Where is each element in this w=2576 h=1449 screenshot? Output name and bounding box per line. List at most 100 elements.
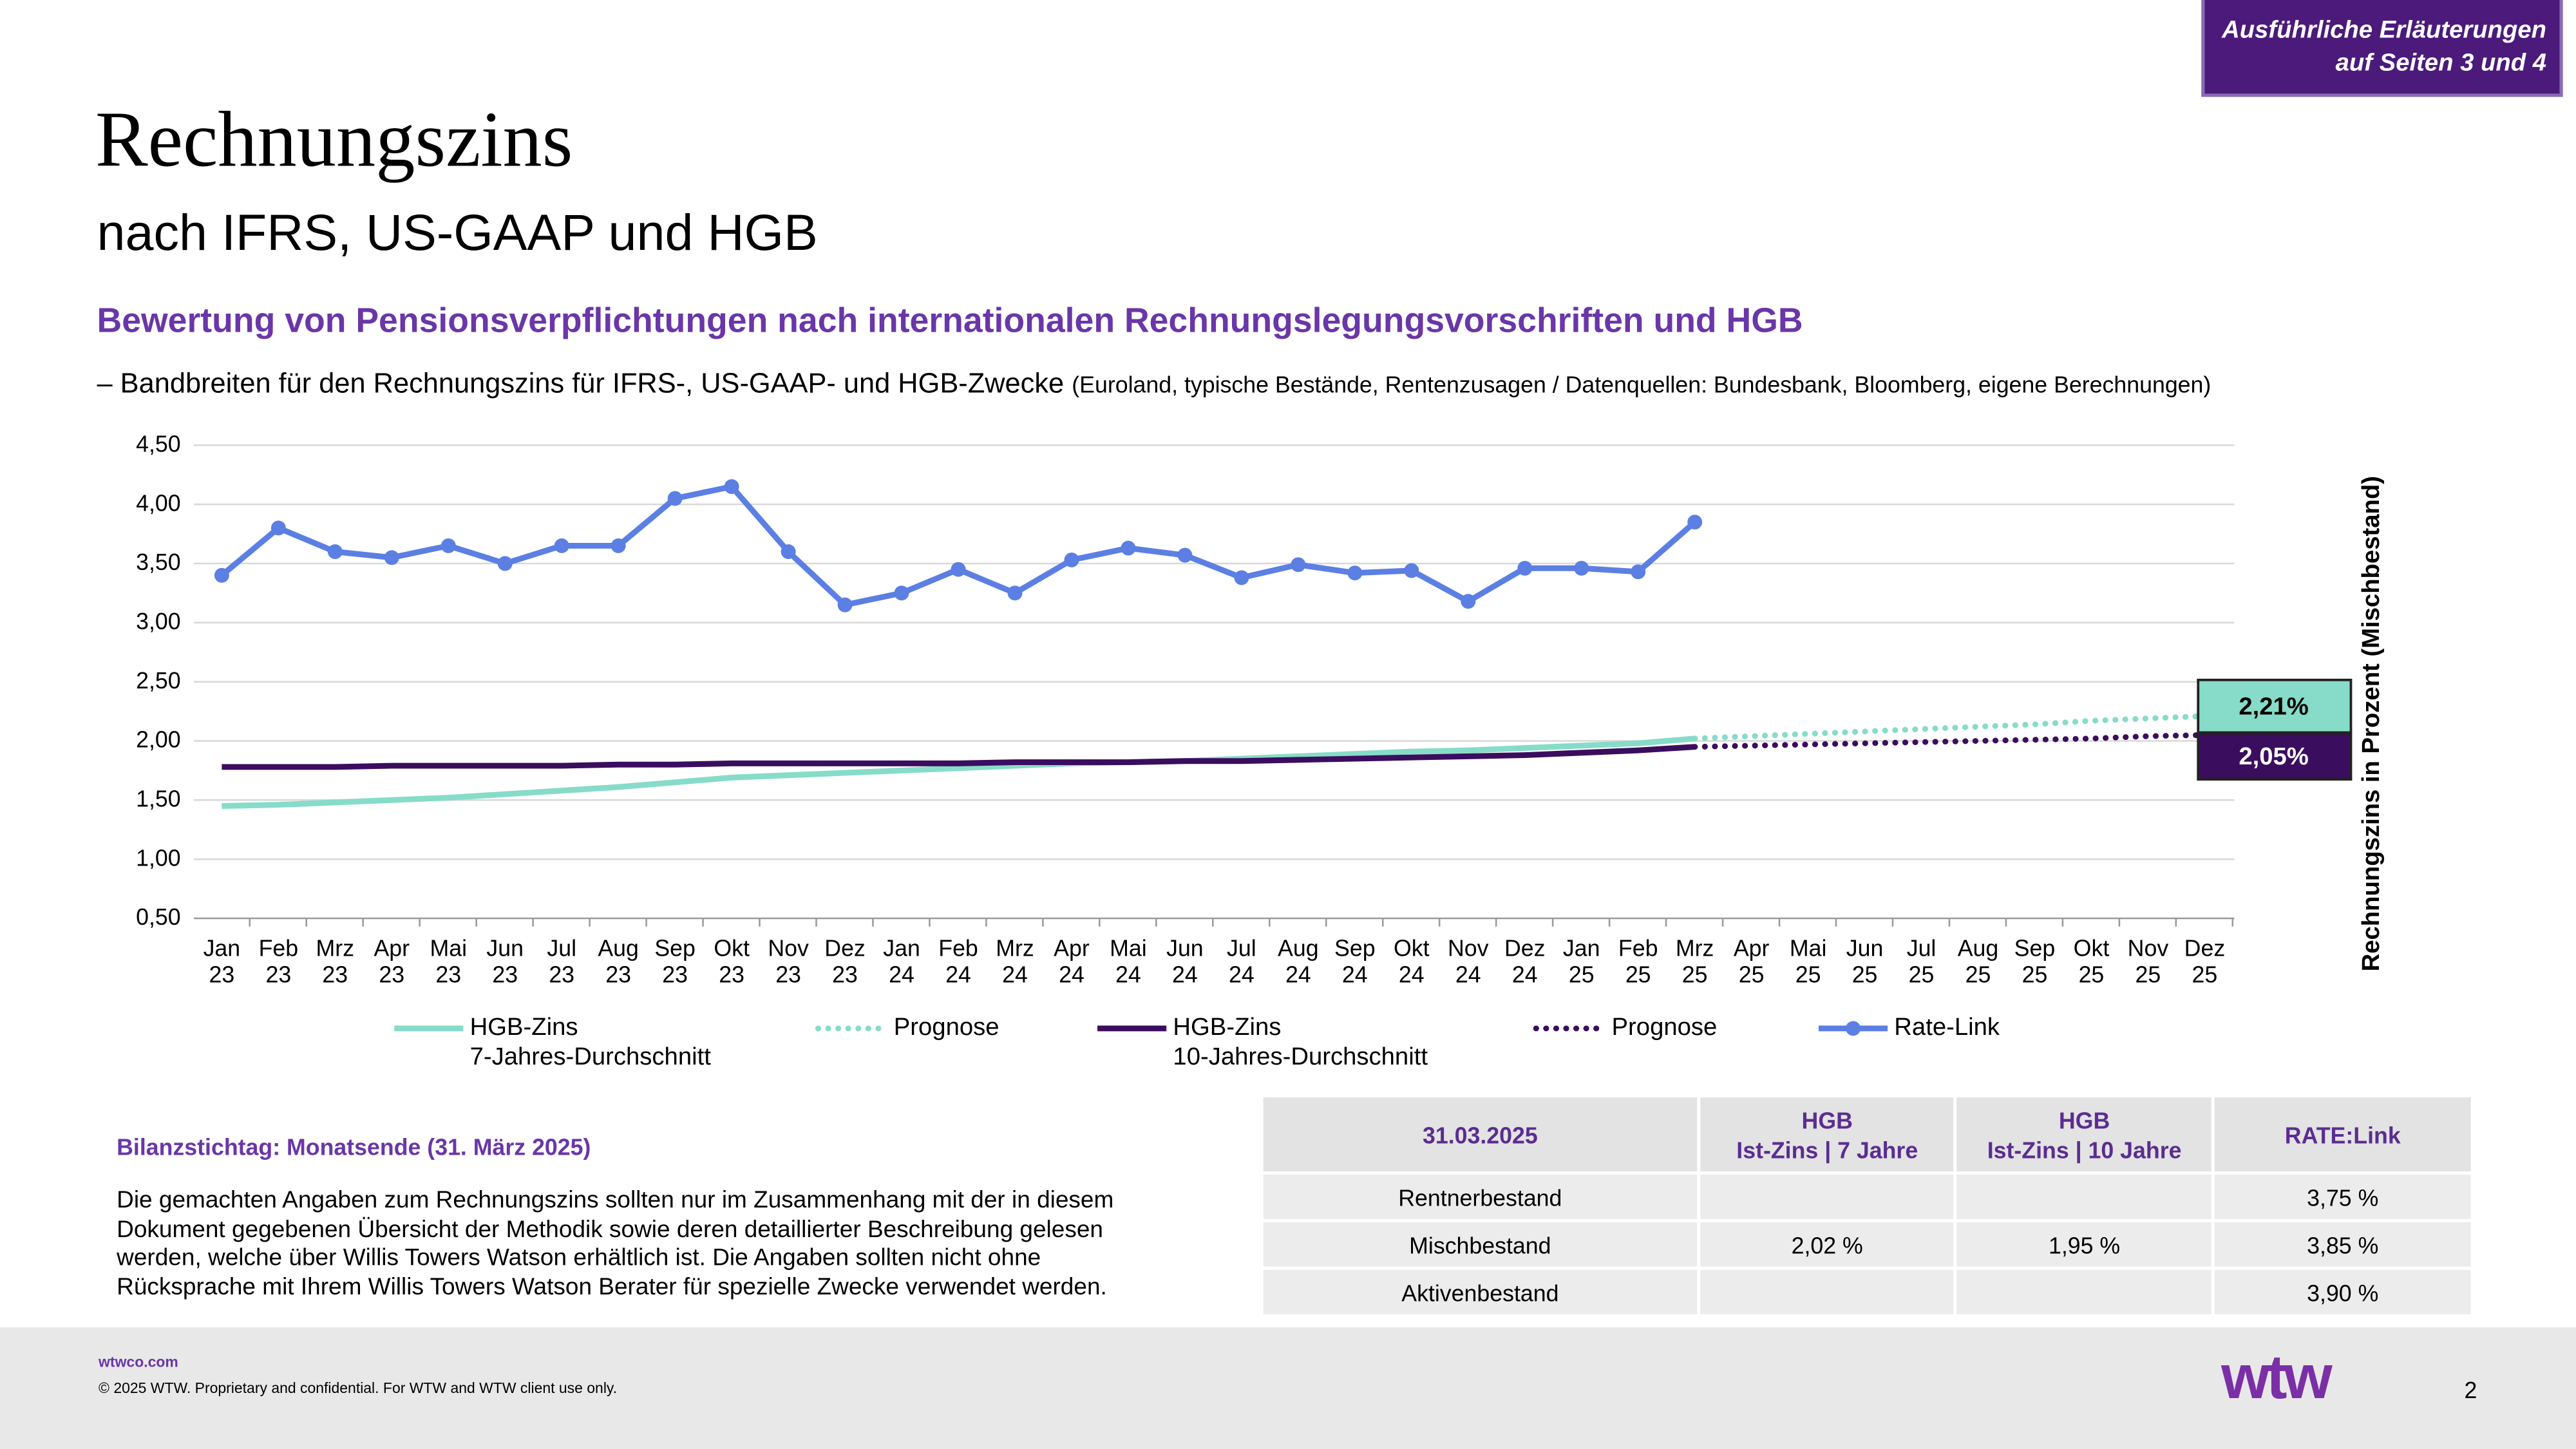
heading: Bewertung von Pensionsverpflichtungen na… xyxy=(97,302,1803,341)
table-cell: 2,02 % xyxy=(1700,1222,1955,1267)
series-marker xyxy=(1234,570,1249,585)
table-cell xyxy=(1700,1174,1955,1219)
y-tick-label: 0,50 xyxy=(136,904,181,930)
badge: Ausführliche Erläuterungen auf Seiten 3 … xyxy=(2201,0,2563,97)
footer-copyright: © 2025 WTW. Proprietary and confidential… xyxy=(99,1379,618,1397)
x-tick-label: Nov 25 xyxy=(2127,934,2169,988)
table-cell xyxy=(1700,1269,1955,1314)
legend-label: HGB-Zins 7-Jahres-Durchschnitt xyxy=(469,1013,711,1072)
x-tick-label: Aug 25 xyxy=(1957,934,1999,988)
x-tick-label: Feb 24 xyxy=(938,934,978,988)
x-tick-label: Jun 23 xyxy=(486,934,524,988)
series-line xyxy=(222,744,1695,770)
y-axis-label: Rechnungszins in Prozent (Mischbestand) xyxy=(2357,476,2385,971)
x-tick-label: Okt 24 xyxy=(1394,934,1430,988)
legend-label: Prognose xyxy=(893,1013,999,1042)
series-marker xyxy=(1291,557,1306,573)
x-tick-label: Aug 24 xyxy=(1278,934,1319,988)
footer: wtwco.com © 2025 WTW. Proprietary and co… xyxy=(0,1327,2576,1449)
x-tick-label: Jan 23 xyxy=(203,934,241,988)
legend-marker xyxy=(1846,1021,1861,1036)
y-tick-label: 2,00 xyxy=(136,726,181,753)
logo: wtw xyxy=(2221,1343,2333,1413)
series-marker xyxy=(1517,560,1533,576)
series-line xyxy=(222,735,1696,809)
x-tick-label: Okt 23 xyxy=(714,934,750,988)
series-marker xyxy=(497,556,513,571)
table-row: Mischbestand 2,02 % 1,95 % 3,85 % xyxy=(1263,1222,2471,1267)
x-tick-label: Mai 24 xyxy=(1110,934,1147,988)
value-label: 2,05% xyxy=(2239,743,2308,770)
y-tick-label: 4,00 xyxy=(136,489,181,516)
table-header-cell: HGB Ist-Zins | 10 Jahre xyxy=(1957,1097,2211,1171)
x-tick-label: Apr 25 xyxy=(1733,934,1770,988)
series-marker xyxy=(1347,565,1363,581)
x-tick-label: Dez 24 xyxy=(1504,934,1546,988)
table-cell: 1,95 % xyxy=(1957,1222,2211,1267)
legend-label: Rate-Link xyxy=(1894,1013,2000,1042)
x-tick-label: Okt 25 xyxy=(2073,934,2110,988)
series-marker xyxy=(1121,540,1136,556)
table-cell: 3,75 % xyxy=(2214,1174,2471,1219)
series-marker xyxy=(1687,515,1703,530)
x-tick-label: Mai 23 xyxy=(430,934,468,988)
series-marker xyxy=(1631,564,1646,580)
series-marker xyxy=(1404,563,1419,578)
series-marker xyxy=(1064,553,1079,567)
footer-site: wtwco.com xyxy=(99,1354,178,1370)
series-marker xyxy=(781,544,796,560)
y-tick-label: 1,50 xyxy=(136,785,181,812)
x-tick-label: Mrz 23 xyxy=(316,934,355,988)
series-marker xyxy=(270,520,286,536)
series-marker xyxy=(384,550,399,565)
series-marker xyxy=(440,538,456,553)
description-main: – Bandbreiten für den Rechnungszins für … xyxy=(97,368,1065,399)
legend-label: HGB-Zins 10-Jahres-Durchschnitt xyxy=(1173,1013,1428,1072)
x-tick-label: Apr 23 xyxy=(374,934,410,988)
x-tick-label: Jan 25 xyxy=(1562,934,1600,988)
table-cell: 3,90 % xyxy=(2214,1269,2471,1314)
x-tick-label: Jun 25 xyxy=(1846,934,1884,988)
y-tick-label: 2,50 xyxy=(136,667,181,694)
x-tick-label: Feb 23 xyxy=(258,934,299,988)
x-tick-label: Nov 23 xyxy=(768,934,809,988)
table-cell xyxy=(1957,1174,2211,1219)
y-tick-label: 3,00 xyxy=(136,607,181,634)
series-marker xyxy=(1574,560,1589,576)
x-tick-label: Mai 25 xyxy=(1789,934,1827,988)
x-tick-label: Feb 25 xyxy=(1618,934,1658,988)
x-tick-label: Mrz 25 xyxy=(1675,934,1714,988)
table-cell xyxy=(1957,1269,2211,1314)
table-header-cell: 31.03.2025 xyxy=(1263,1097,1698,1171)
x-tick-label: Jun 24 xyxy=(1166,934,1204,988)
series-marker xyxy=(554,538,569,553)
legend-label: Prognose xyxy=(1611,1013,1718,1042)
x-tick-label: Jul 24 xyxy=(1227,934,1256,988)
table-cell: Aktivenbestand xyxy=(1263,1269,1698,1314)
y-tick-label: 3,50 xyxy=(136,549,181,575)
series-marker xyxy=(951,562,966,577)
table-cell: Rentnerbestand xyxy=(1263,1174,1698,1219)
x-tick-label: Sep 24 xyxy=(1334,934,1376,988)
table-row: Rentnerbestand 3,75 % xyxy=(1263,1174,2471,1219)
x-tick-label: Jan 24 xyxy=(883,934,920,988)
series-marker xyxy=(1007,585,1023,601)
subtitle: nach IFRS, US-GAAP und HGB xyxy=(97,204,818,261)
table-header-row: 31.03.2025 HGB Ist-Zins | 7 Jahre HGB Ist-… xyxy=(1263,1097,2471,1171)
value-label-box xyxy=(2197,732,2353,781)
x-tick-label: Sep 25 xyxy=(2014,934,2056,988)
series-marker xyxy=(894,585,909,601)
table-row: Aktivenbestand 3,90 % xyxy=(1263,1269,2471,1314)
value-label: 2,21% xyxy=(2239,692,2308,720)
series-marker xyxy=(1177,547,1193,563)
title: Rechnungszins xyxy=(95,97,573,184)
table-cell: Mischbestand xyxy=(1263,1222,1698,1267)
note-text: Die gemachten Angaben zum Rechnungszins … xyxy=(117,1188,1114,1301)
x-tick-label: Dez 25 xyxy=(2184,934,2226,988)
x-tick-label: Aug 23 xyxy=(598,934,639,988)
table-header-cell: RATE:Link xyxy=(2214,1097,2471,1171)
series-marker xyxy=(214,567,229,583)
table-cell: 3,85 % xyxy=(2214,1222,2471,1267)
